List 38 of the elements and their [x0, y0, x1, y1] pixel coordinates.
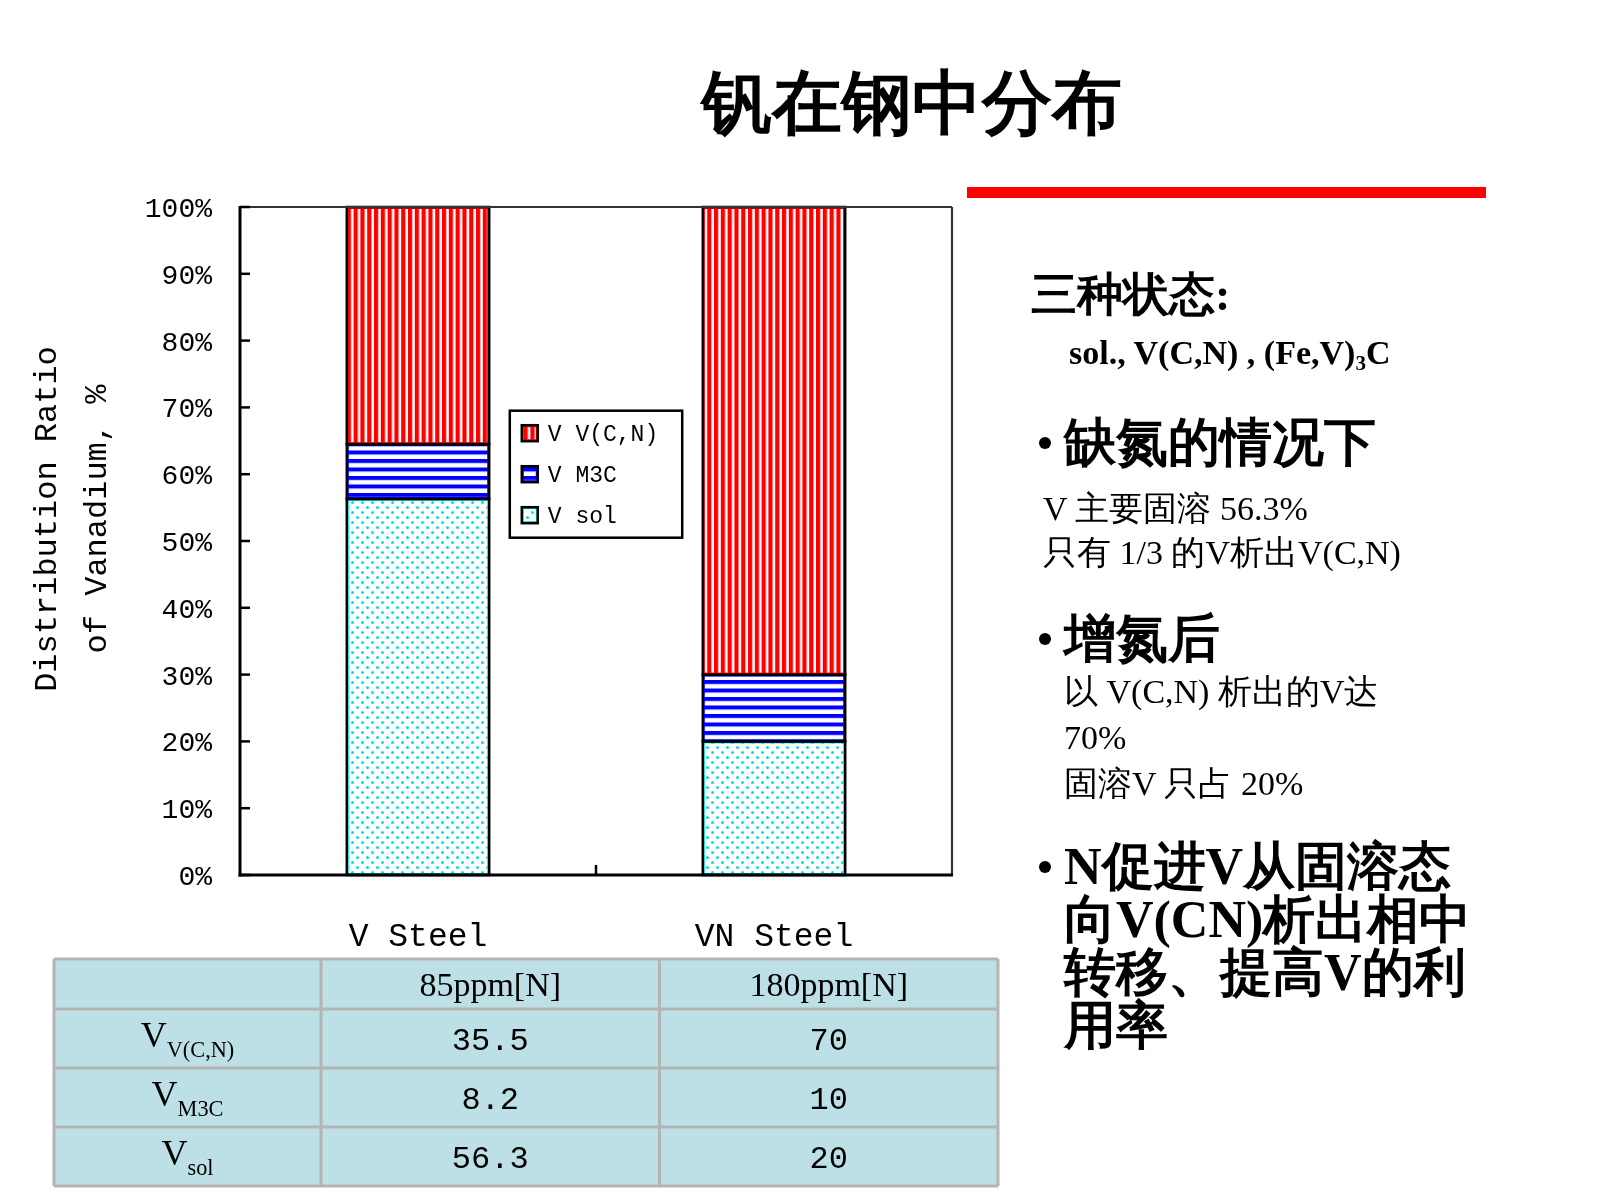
y-tick-label: 20% [161, 728, 213, 760]
data-label: 56.3 [451, 1140, 529, 1178]
y-tick-label: 70% [161, 394, 213, 426]
text: 85ppm[N] [419, 966, 562, 1003]
y-tick-label: 100% [144, 194, 213, 225]
text: 缺氮的情况下 [1064, 414, 1377, 471]
data-label: 70 [809, 1022, 848, 1060]
chart-title: 钒在钢中分布 [699, 65, 1122, 142]
y-tick-label: 90% [161, 260, 213, 292]
x-tick-label: VN Steel [694, 919, 854, 956]
y-tick-label: 80% [161, 327, 213, 359]
data-label: 20 [809, 1140, 848, 1178]
text: V 主要固溶 56.3% [1043, 489, 1309, 529]
text: 增氮后 [1064, 610, 1221, 667]
data-label: 10 [809, 1081, 848, 1119]
y-tick-label: 50% [161, 528, 213, 559]
y-tick-label: 30% [161, 661, 213, 693]
text: V$_{V(C,N)}$ [140, 1014, 235, 1063]
text: N促进V从固溶态向V(CN)析出相中转移、提高V的利用率 [1064, 838, 1473, 1054]
text: sol., V(C,N) , (Fe,V)$_{3}$C [1069, 334, 1392, 376]
y-tick-label: 0% [178, 862, 213, 893]
legend-label: V V(C,N) [547, 422, 659, 449]
x-tick-label: V Steel [348, 919, 488, 956]
text: 只有 1/3 的V析出V(C,N) [1043, 533, 1402, 573]
legend-label: V sol [547, 504, 617, 531]
text: V$_{sol}$ [161, 1132, 214, 1181]
legend-label: V M3C [547, 463, 617, 490]
text: 固溶V 只占 20% [1064, 764, 1305, 804]
text: 180ppm[N] [749, 966, 909, 1003]
data-label: 8.2 [461, 1081, 520, 1119]
y-axis-title: Distribution Ratio of Vanadium, % [29, 346, 116, 692]
text: V$_{M3C}$ [151, 1073, 224, 1122]
text: 三种状态: [1031, 269, 1232, 320]
y-tick-label: 60% [161, 461, 213, 493]
y-tick-label: 40% [161, 594, 213, 626]
text: 以 V(C,N) 析出的V达 70% [1064, 672, 1380, 758]
y-tick-label: 10% [161, 795, 213, 827]
data-label: 35.5 [451, 1022, 529, 1060]
